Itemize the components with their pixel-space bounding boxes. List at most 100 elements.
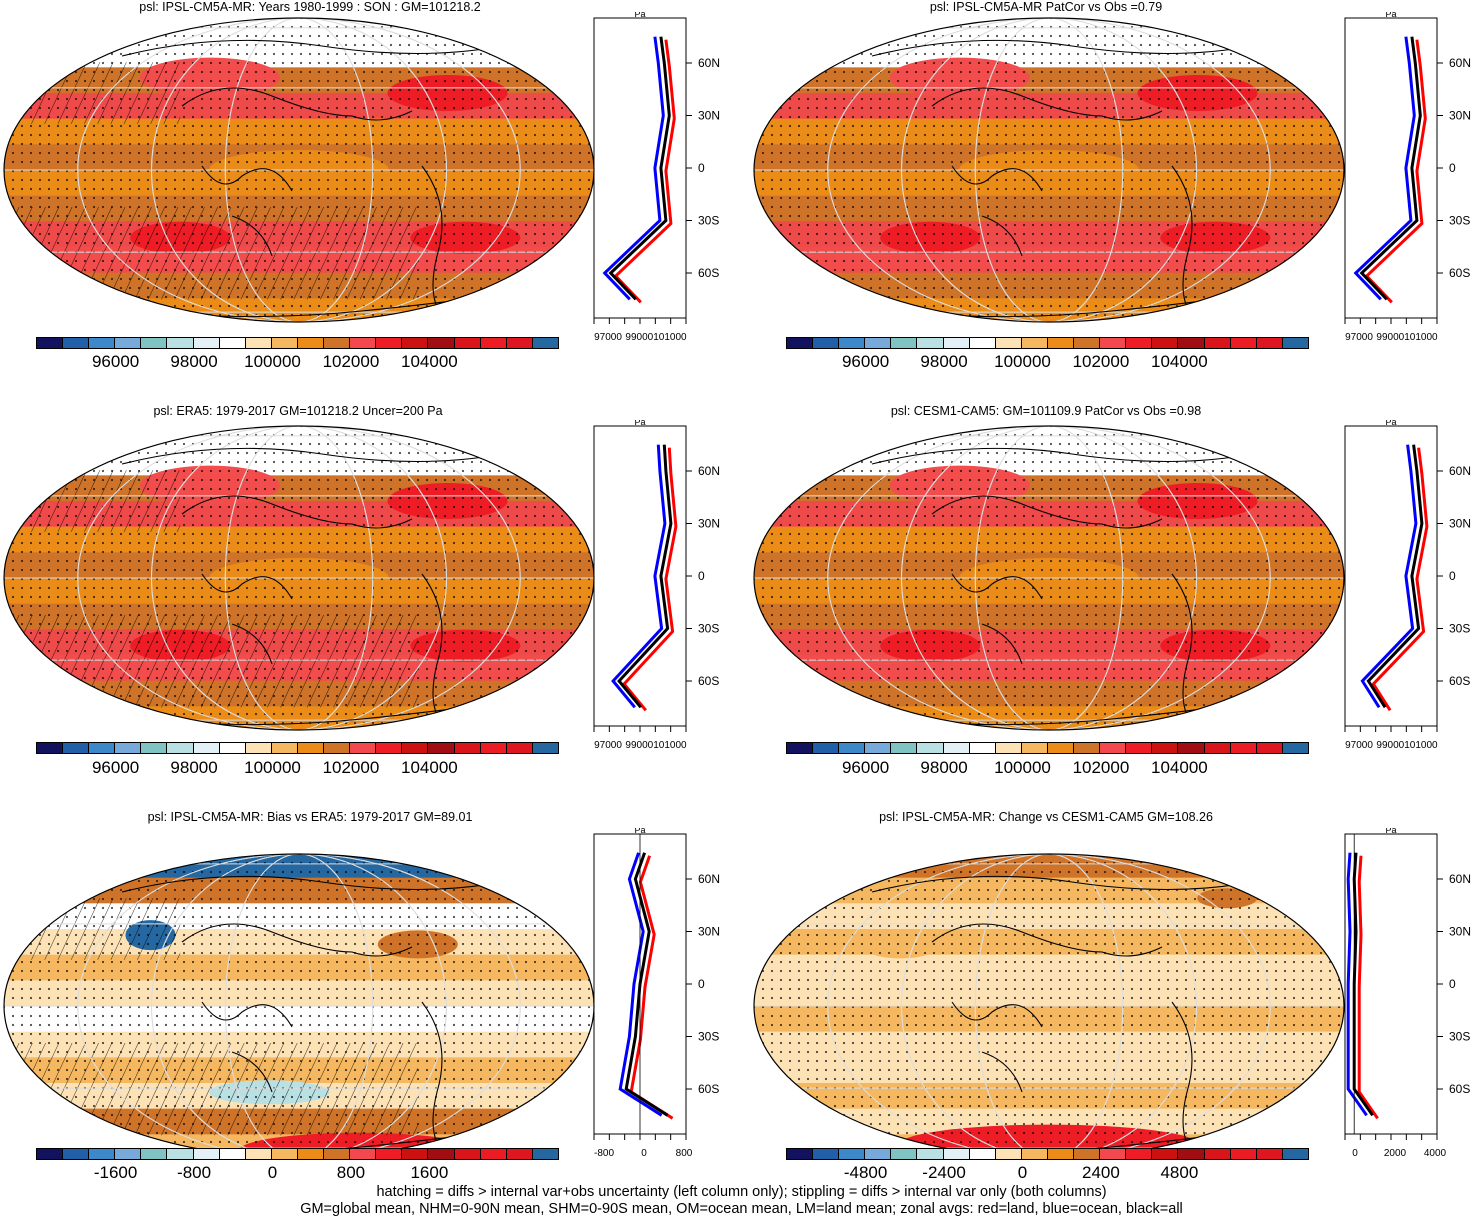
colorbar-swatch <box>219 743 246 753</box>
colorbar-swatch <box>787 338 814 348</box>
colorbar-swatch <box>1204 743 1231 753</box>
colorbar-swatch <box>506 1149 533 1159</box>
lat-tick-label: 30N <box>1449 925 1471 939</box>
colorbar-swatch <box>193 743 220 753</box>
graticule-lon <box>827 18 1271 322</box>
zonal-mean-plot: Pa 60N 30N 0 30S 60S 97000 99000101000 <box>593 420 720 750</box>
lat-tick-label: 60S <box>1449 266 1470 280</box>
colorbar-swatch <box>1074 743 1101 753</box>
colorbar <box>36 1148 559 1160</box>
colorbar-label: 100000 <box>244 758 301 777</box>
graticule-lon <box>974 426 1124 730</box>
zonal-line-land <box>622 447 678 712</box>
zonal-line-ocean <box>602 36 665 301</box>
zonal-tick-label: 4000 <box>1424 1148 1447 1158</box>
coastline <box>981 215 1023 257</box>
hatching <box>4 470 181 532</box>
colorbar-label: 98000 <box>170 758 218 777</box>
colorbar-label: 104000 <box>401 352 458 371</box>
colorbar-swatch <box>37 338 64 348</box>
coastline <box>1171 1001 1193 1153</box>
colorbar-label: 104000 <box>401 758 458 777</box>
colorbar-swatch <box>995 743 1022 753</box>
lat-tick-label: 60S <box>698 674 719 688</box>
map-field <box>4 426 594 730</box>
colorbar-swatch <box>193 338 220 348</box>
colorbar-swatch <box>969 1149 996 1159</box>
colorbar-label: 96000 <box>91 352 140 371</box>
graticule-lon <box>901 426 1197 730</box>
colorbar-swatch <box>943 743 970 753</box>
colorbar-label: 0 <box>267 1163 278 1182</box>
colorbar-swatch <box>245 338 272 348</box>
map-border <box>753 17 1345 323</box>
graticule-lon <box>827 426 1271 730</box>
colorbar-swatch <box>813 1149 840 1159</box>
hatching <box>4 898 181 960</box>
graticule-lon <box>901 18 1197 322</box>
panel-title: psl: IPSL-CM5A-MR: Bias vs ERA5: 1979-20… <box>147 810 473 824</box>
lat-tick-label: 60N <box>1449 872 1471 886</box>
lat-tick-label: 30N <box>1449 517 1471 531</box>
coastline <box>201 165 293 192</box>
colorbar-swatch <box>1256 1149 1283 1159</box>
hatching <box>4 1042 418 1136</box>
colorbar-swatch <box>1282 1149 1308 1159</box>
zonal-mean-plot: Pa 60N 30N 0 30S 60S 97000 99000101000 <box>1344 420 1471 750</box>
coastline <box>981 1051 1023 1093</box>
colorbar <box>36 742 559 754</box>
zonal-tick-label: 800 <box>676 1148 693 1158</box>
colorbar-swatch <box>89 338 116 348</box>
panel-title: psl: IPSL-CM5A-MR: Change vs CESM1-CAM5 … <box>879 810 1213 824</box>
colorbar-swatch <box>141 743 168 753</box>
zonal-mean-plot: Pa 60N 30N 0 30S 60S 97000 99000101000 <box>1344 12 1471 342</box>
zonal-tick-label: 97000 <box>594 332 622 342</box>
colorbar-swatch <box>324 743 351 753</box>
zonal-mean-plot: Pa 60N 30N 0 30S 60S 97000 99000101000 <box>593 12 720 342</box>
coastline <box>951 1001 1043 1028</box>
coastline <box>951 165 1043 192</box>
colorbar-swatch <box>1230 743 1257 753</box>
zonal-line-all <box>608 36 671 301</box>
colorbar-swatch <box>219 1149 246 1159</box>
graticule-lon <box>974 18 1124 322</box>
zonal-tick-label: 0 <box>1352 1148 1358 1158</box>
lat-tick-label: 30N <box>698 925 720 939</box>
zonal-tick-label: 99000101000 <box>625 740 687 750</box>
zonal-line-land <box>1371 447 1429 712</box>
colorbar-label: 0 <box>1017 1163 1028 1182</box>
colorbar-swatch <box>1256 338 1283 348</box>
colorbar-swatch <box>1204 1149 1231 1159</box>
zonal-units: Pa <box>634 828 645 835</box>
coastline <box>181 923 413 957</box>
colorbar-swatch <box>1021 338 1048 348</box>
zonal-line-land <box>613 39 676 304</box>
lat-tick-label: 60N <box>698 872 720 886</box>
lat-tick-label: 60N <box>698 56 720 70</box>
lat-tick-label: 60N <box>698 464 720 478</box>
lat-tick-label: 60S <box>698 266 719 280</box>
lat-tick-label: 30S <box>698 622 719 636</box>
colorbar-swatch <box>917 338 944 348</box>
coastline <box>951 573 1043 600</box>
colorbar-swatch <box>1178 338 1205 348</box>
colorbar-swatch <box>271 338 298 348</box>
colorbar-swatch <box>115 1149 142 1159</box>
colorbar-swatch <box>787 1149 814 1159</box>
colorbar-swatch <box>969 338 996 348</box>
colorbar-swatch <box>1126 743 1153 753</box>
colorbar-swatch <box>297 1149 325 1159</box>
zonal-tick-label: -800 <box>594 1148 614 1158</box>
zonal-tick-label: 99000101000 <box>1376 332 1438 342</box>
colorbar-label: 100000 <box>994 352 1051 371</box>
coastline <box>931 495 1163 529</box>
zonal-line-all <box>1352 852 1374 1117</box>
zonal-units: Pa <box>634 420 645 427</box>
hatching <box>4 614 418 708</box>
colorbar-label: 96000 <box>841 352 890 371</box>
panel-title: psl: CESM1-CAM5: GM=101109.9 PatCor vs O… <box>890 404 1202 418</box>
colorbar-label: 800 <box>336 1163 366 1182</box>
colorbar-swatch <box>532 743 558 753</box>
map <box>3 17 595 323</box>
colorbar-swatch <box>891 1149 918 1159</box>
